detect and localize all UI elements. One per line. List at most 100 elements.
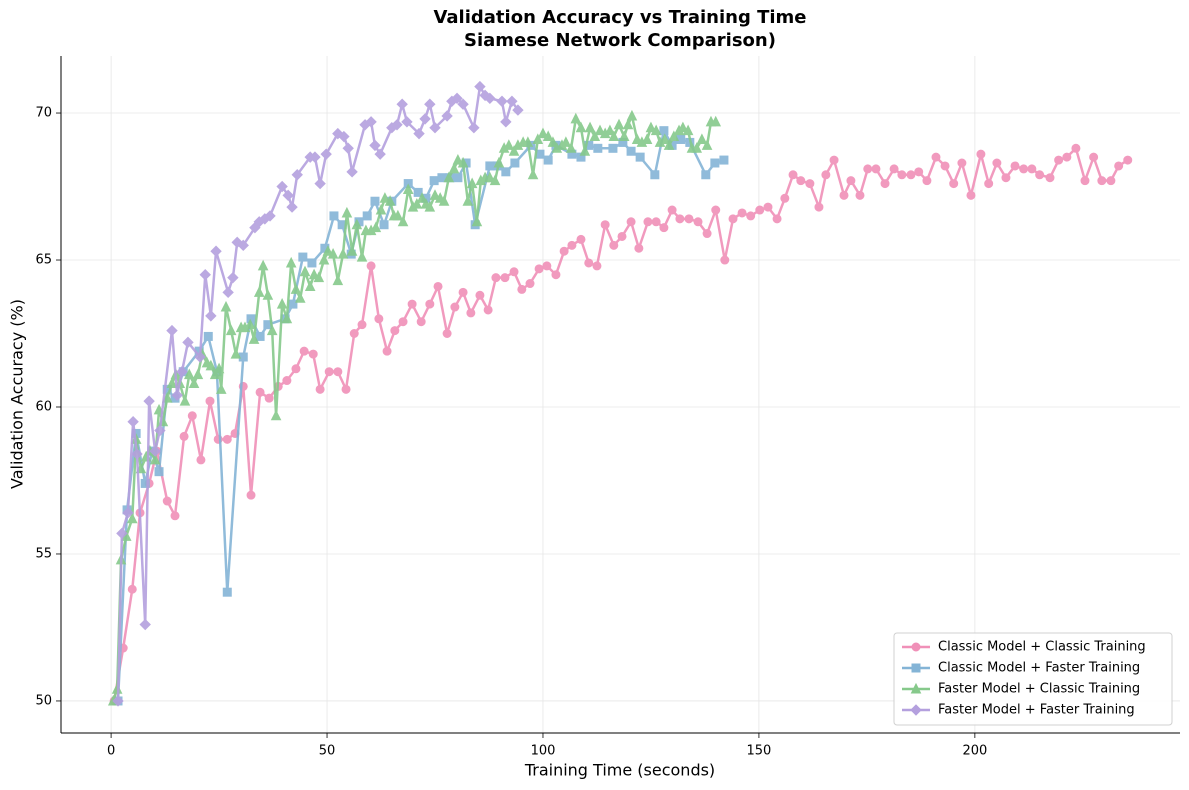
marker — [701, 139, 713, 150]
marker — [365, 116, 377, 128]
marker — [308, 349, 318, 359]
marker — [205, 359, 217, 371]
marker — [179, 431, 189, 441]
marker — [484, 92, 496, 105]
marker — [458, 287, 468, 297]
marker — [337, 248, 349, 259]
marker — [1027, 164, 1037, 174]
marker — [906, 170, 916, 180]
marker — [543, 155, 553, 165]
marker — [429, 176, 439, 186]
marker — [701, 170, 711, 180]
marker — [651, 217, 661, 227]
marker — [600, 220, 610, 230]
legend-label: Classic Model + Classic Training — [938, 640, 1146, 655]
marker — [702, 229, 712, 239]
marker — [407, 299, 417, 309]
marker — [503, 139, 515, 150]
marker — [710, 158, 720, 168]
marker — [222, 434, 232, 444]
marker — [957, 158, 967, 168]
marker — [659, 133, 671, 144]
marker — [290, 283, 302, 294]
marker — [501, 167, 511, 177]
marker — [139, 618, 151, 631]
marker — [429, 189, 441, 200]
marker — [397, 215, 409, 227]
marker — [179, 394, 191, 406]
marker — [567, 240, 577, 250]
marker — [341, 384, 351, 394]
marker — [282, 376, 292, 386]
marker — [728, 214, 738, 224]
marker — [584, 258, 594, 268]
marker — [299, 346, 309, 356]
marker — [149, 445, 161, 457]
marker — [509, 267, 519, 277]
marker — [485, 161, 495, 171]
marker — [338, 130, 350, 143]
marker — [307, 258, 317, 268]
x-tick-label: 200 — [962, 744, 987, 759]
marker — [489, 174, 501, 186]
marker — [542, 130, 554, 142]
marker — [755, 205, 765, 215]
marker — [626, 217, 636, 227]
marker — [693, 217, 703, 227]
marker — [484, 171, 496, 183]
marker — [315, 384, 325, 394]
y-tick-label: 65 — [35, 253, 52, 268]
marker — [839, 190, 849, 200]
marker — [264, 210, 276, 222]
marker — [650, 170, 660, 180]
marker — [384, 195, 396, 206]
marker — [668, 130, 680, 142]
marker — [855, 190, 865, 200]
marker — [570, 112, 582, 124]
marker — [131, 448, 143, 460]
marker — [451, 92, 463, 105]
marker — [466, 177, 478, 189]
marker — [391, 119, 403, 131]
marker — [992, 158, 1002, 168]
marker — [1089, 152, 1099, 162]
marker — [392, 209, 404, 221]
marker — [1019, 164, 1029, 174]
marker — [829, 155, 839, 165]
marker — [342, 142, 354, 155]
marker — [522, 136, 534, 147]
y-axis-label: Validation Accuracy (%) — [8, 299, 27, 489]
marker — [814, 202, 824, 212]
marker — [374, 314, 384, 324]
marker — [375, 203, 387, 215]
marker — [320, 148, 332, 160]
marker — [349, 329, 359, 339]
marker — [1071, 143, 1081, 153]
marker — [618, 130, 630, 142]
marker — [333, 367, 343, 377]
marker — [298, 252, 308, 262]
marker — [626, 146, 636, 156]
marker — [682, 124, 694, 136]
marker — [332, 274, 344, 286]
marker — [402, 183, 414, 194]
marker — [871, 164, 881, 174]
marker — [314, 177, 326, 190]
marker — [413, 127, 425, 140]
marker — [525, 279, 535, 289]
marker — [220, 300, 232, 312]
marker — [551, 270, 561, 280]
marker — [341, 206, 353, 218]
marker — [589, 130, 601, 142]
x-tick-label: 100 — [531, 744, 556, 759]
chart-subtitle: Siamese Network Comparison) — [464, 30, 776, 51]
marker — [238, 352, 248, 362]
marker — [276, 180, 288, 193]
marker — [183, 368, 195, 380]
marker — [362, 211, 372, 221]
marker — [496, 95, 508, 107]
marker — [442, 329, 452, 339]
marker — [675, 214, 685, 224]
marker — [411, 198, 423, 209]
